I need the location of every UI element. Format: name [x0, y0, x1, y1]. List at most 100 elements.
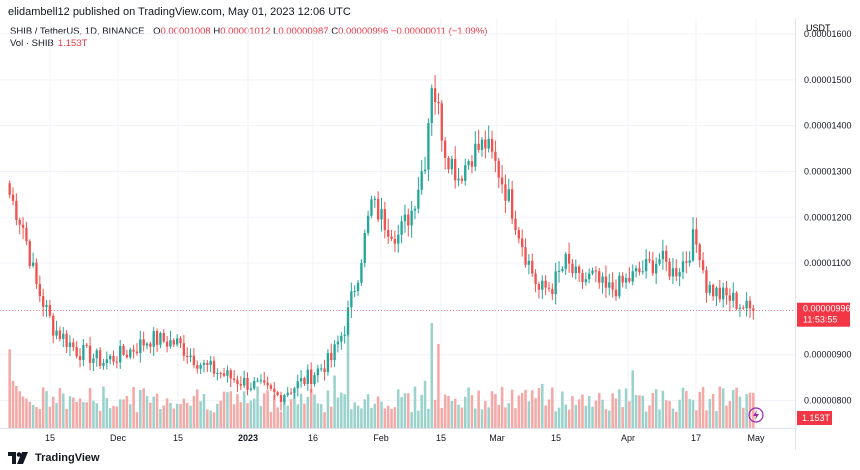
ohlc-legend: SHIB / TetherUS, 1D, BINANCE O0.00001008… — [10, 25, 487, 39]
candle-body — [608, 282, 611, 288]
candle-body — [651, 260, 655, 274]
candle-body — [725, 287, 728, 296]
candle-body — [417, 189, 420, 209]
candle-body — [366, 215, 370, 233]
volume-label[interactable]: Vol · SHIB — [10, 38, 54, 49]
x-tick-label: 15 — [436, 433, 446, 443]
candle-body — [376, 198, 380, 220]
volume-bar — [350, 409, 353, 428]
candle-body — [105, 359, 108, 364]
candle-body — [554, 271, 557, 295]
volume-bar — [323, 412, 326, 428]
candle-body — [668, 261, 671, 277]
candle-body — [78, 356, 82, 360]
candle-body — [102, 363, 105, 366]
candle-body — [192, 355, 196, 366]
volume-bar — [31, 404, 35, 428]
candle-body — [115, 361, 119, 363]
candle-body — [340, 335, 343, 342]
volume-bar — [132, 387, 135, 428]
candle-body — [196, 365, 199, 369]
y-tick-label: 0.00001600 — [804, 29, 852, 39]
volume-bar — [242, 391, 246, 428]
volume-bar — [346, 323, 350, 428]
volume-bar — [685, 391, 688, 428]
candle-body — [263, 380, 266, 383]
volume-bar — [353, 402, 356, 428]
candle-body — [125, 354, 129, 358]
candle-body — [427, 122, 430, 170]
volume-bar — [229, 391, 233, 428]
volume-bar — [25, 398, 28, 428]
volume-bar — [283, 397, 286, 428]
volume-bar — [356, 405, 360, 428]
volume-bar — [443, 394, 447, 428]
candle-body — [289, 392, 293, 394]
candle-body — [487, 138, 490, 149]
volume-bar — [460, 407, 464, 428]
candle-body — [728, 295, 732, 301]
volume-bar — [618, 389, 621, 428]
volume-bar — [58, 388, 62, 428]
volume-bar — [668, 401, 671, 428]
volume-bar — [155, 393, 159, 428]
volume-bar — [490, 391, 494, 428]
volume-bar — [728, 401, 732, 428]
volume-bar — [396, 389, 400, 428]
candle-body — [175, 338, 179, 345]
candle-body — [497, 160, 500, 178]
volume-bar — [222, 391, 226, 428]
volume-bar — [75, 402, 78, 428]
candle-body — [577, 266, 581, 273]
volume-bar — [199, 401, 202, 428]
volume-bar — [88, 387, 92, 428]
volume-bar — [122, 399, 125, 428]
volume-bar — [165, 398, 169, 428]
tradingview-logo-icon — [8, 452, 28, 464]
candle-body — [390, 236, 393, 239]
volume-bar — [611, 393, 614, 428]
volume-bar — [262, 393, 266, 428]
candle-body — [665, 250, 668, 262]
candle-body — [514, 218, 517, 231]
candle-body — [494, 151, 497, 161]
volume-bar — [8, 349, 11, 428]
volume-bar — [420, 394, 423, 428]
candle-body — [189, 355, 192, 357]
volume-bar — [28, 401, 32, 428]
volume-bar — [316, 403, 320, 428]
candle-body — [296, 381, 299, 389]
volume-bar — [373, 403, 377, 428]
candle-body — [155, 331, 159, 345]
volume-bar — [494, 394, 497, 428]
candle-body — [718, 287, 721, 300]
lightning-icon[interactable] — [748, 407, 764, 423]
tradingview-logo[interactable]: TradingView — [8, 452, 100, 464]
volume-bar — [474, 408, 477, 428]
candle-body — [242, 377, 246, 386]
volume-bar — [675, 411, 678, 428]
x-tick-label: May — [747, 433, 765, 443]
volume-bar — [269, 411, 273, 428]
volume-bar — [68, 396, 72, 428]
candle-body — [15, 200, 18, 221]
candle-body — [346, 307, 350, 335]
volume-bar — [249, 400, 253, 428]
volume-bar — [597, 393, 601, 428]
candle-body — [383, 209, 387, 230]
candle-body — [122, 346, 125, 355]
volume-bar — [326, 390, 330, 428]
volume-bar — [477, 390, 480, 428]
volume-bar — [628, 401, 631, 428]
symbol-label[interactable]: SHIB / TetherUS, 1D, BINANCE — [10, 26, 145, 37]
candle-body — [748, 300, 752, 309]
x-tick-label: 15 — [551, 433, 561, 443]
volume-bar — [440, 408, 444, 428]
candle-body — [634, 268, 638, 272]
candle-body — [400, 221, 403, 235]
price-chart[interactable]: USDT 0.000016000.000015000.000014000.000… — [0, 0, 860, 450]
volume-bar — [61, 393, 65, 428]
candle-body — [182, 343, 186, 356]
candle-body — [249, 388, 253, 390]
candle-body — [216, 372, 219, 374]
